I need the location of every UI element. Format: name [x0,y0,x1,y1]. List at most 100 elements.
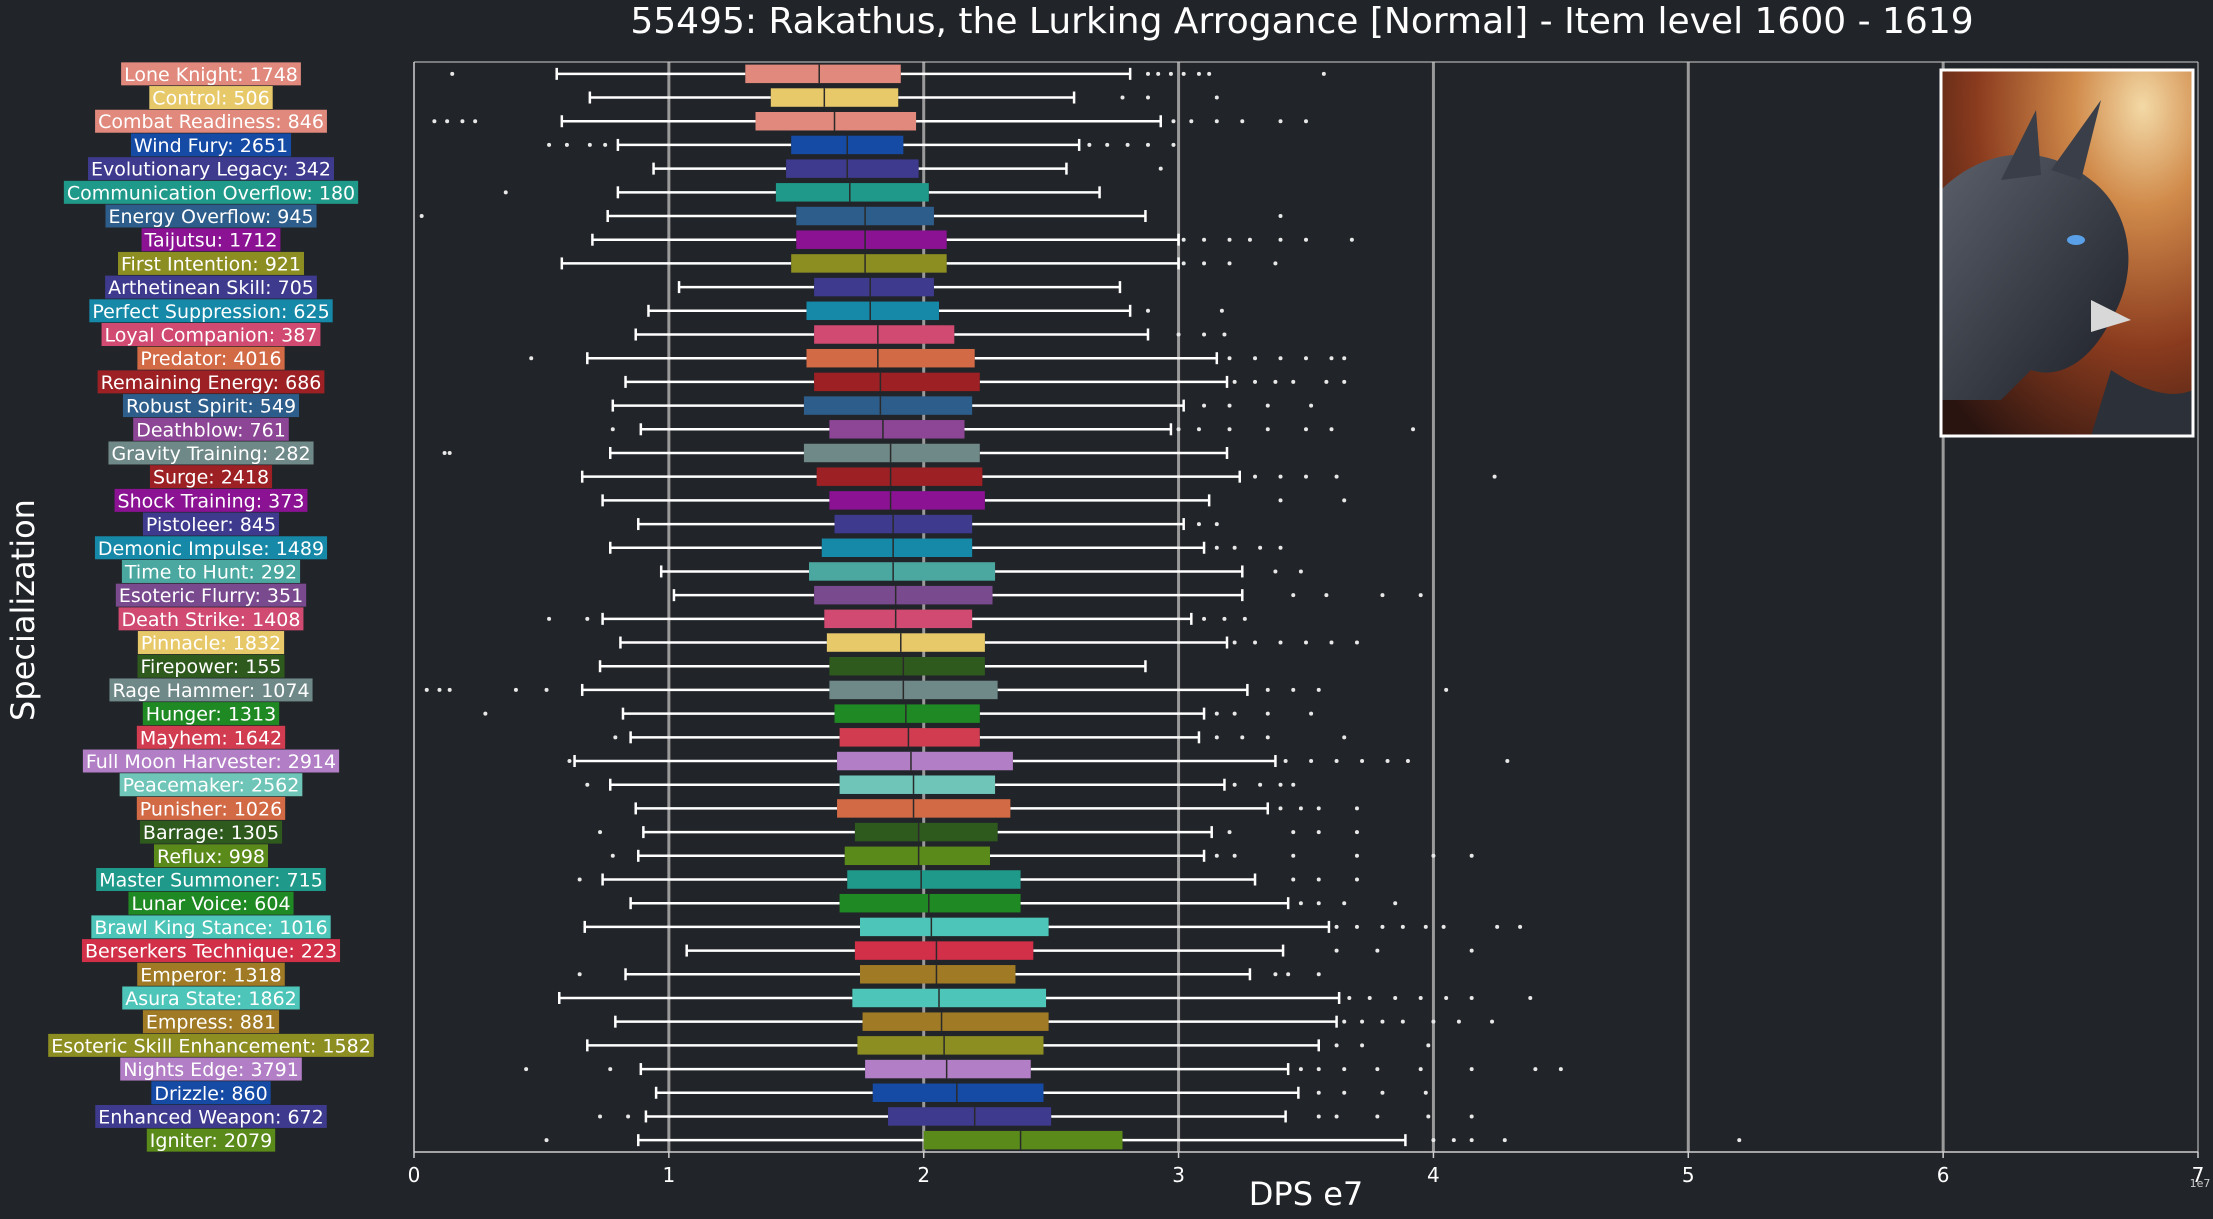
box [844,846,990,866]
outlier-point [1405,759,1410,764]
category-label-background [146,1128,276,1152]
category-label-background [137,654,285,678]
outlier-point [1253,474,1258,479]
category-label-background [119,773,303,797]
outlier-point [1393,901,1398,906]
category-label: Full Moon Harvester: 2914 [86,751,336,773]
category-label: Combat Readiness: 846 [98,111,324,133]
box-row: Empress: 881 [142,1010,1495,1034]
box [862,1012,1049,1031]
box [745,64,901,84]
category-label-background [118,251,304,275]
category-label-background [142,702,280,726]
outlier-point [1298,806,1303,811]
category-label: Enhanced Weapon: 672 [98,1106,323,1128]
dragon-claw [2091,370,2193,436]
box [837,799,1011,818]
category-label-background [115,583,307,607]
outlier-point [577,972,582,977]
box [837,751,1013,771]
outlier-point [1242,616,1247,621]
x-tick-label: 4 [1427,1163,1440,1187]
box-row: Lone Knight: 1748 [121,62,1326,86]
outlier-point [1334,948,1339,953]
outlier-point [1444,687,1449,692]
outlier-point [1309,711,1314,716]
outlier-point [1196,71,1201,76]
outlier-point [1431,1019,1436,1024]
category-label: Esoteric Skill Enhancement: 1582 [51,1035,371,1057]
box-row: Wind Fury: 2651 [130,133,1176,157]
outlier-point [1495,924,1500,929]
category-label-background [149,86,273,110]
category-label-background [121,559,301,583]
outlier-point [587,142,592,147]
outlier-point [1380,1090,1385,1095]
outlier-point [1469,1067,1474,1072]
outlier-point [1278,806,1283,811]
category-label-background [128,891,294,915]
x-tick-label: 5 [1682,1163,1695,1187]
box-row: Shock Training: 373 [114,488,1347,512]
outlier-point [1469,1138,1474,1143]
outlier-point [1316,1114,1321,1119]
category-label: Empress: 881 [146,1012,276,1034]
outlier-point [1202,237,1207,242]
outlier-point [1232,379,1237,384]
outlier-point [1291,782,1296,787]
category-label-background [63,180,359,204]
box-row: Surge: 2418 [149,465,1497,489]
outlier-point [547,616,552,621]
outlier-point [1253,356,1258,361]
y-axis-title: Specialization [4,499,42,721]
outlier-point [1304,237,1308,242]
category-label-background [101,323,321,346]
outlier-point [1321,71,1326,76]
outlier-point [1354,806,1359,811]
category-label: Taijutsu: 1712 [144,230,278,252]
outlier-point [1214,119,1219,124]
category-label: Firepower: 155 [140,656,281,678]
category-label: Pistoleer: 845 [146,514,276,536]
outlier-point [1375,1114,1380,1119]
outlier-point [529,356,534,361]
category-label: Esoteric Flurry: 351 [119,585,303,607]
outlier-point [577,877,582,882]
outlier-point [1273,972,1278,977]
outlier-point [1247,237,1252,242]
outlier-point [610,853,615,858]
outlier-point [1380,593,1385,598]
outlier-point [1298,1067,1303,1072]
outlier-point [1354,877,1359,882]
outlier-point [1278,498,1283,503]
outlier-point [598,1114,603,1119]
x-tick-label: 0 [408,1163,421,1187]
outlier-point [1202,616,1207,621]
category-label-background [121,62,301,86]
category-label-background [120,1057,302,1081]
outlier-point [1502,1138,1507,1143]
outlier-point [1222,332,1227,337]
outlier-point [1342,1067,1347,1072]
category-label: Loyal Companion: 387 [105,325,318,347]
box-row: Enhanced Weapon: 672 [95,1104,1474,1128]
box [839,893,1021,913]
outlier-point [1214,735,1219,740]
category-label: Master Summoner: 715 [99,870,323,892]
category-label: Emperor: 1318 [140,964,282,986]
box-row: Control: 506 [149,86,1219,110]
outlier-point [450,71,455,76]
box [852,988,1047,1008]
box-row: Barrage: 1305 [139,820,1359,844]
outlier-point [1278,356,1283,361]
outlier-point [1214,522,1219,527]
outlier-point [1120,95,1125,100]
outlier-point [483,711,488,716]
chart-title: 55495: Rakathus, the Lurking Arrogance [… [630,1,1973,42]
outlier-point [1196,427,1201,432]
category-label: Drizzle: 860 [154,1083,267,1105]
x-tick-label: 7 [2192,1163,2205,1187]
box [791,254,947,273]
box [834,704,980,723]
